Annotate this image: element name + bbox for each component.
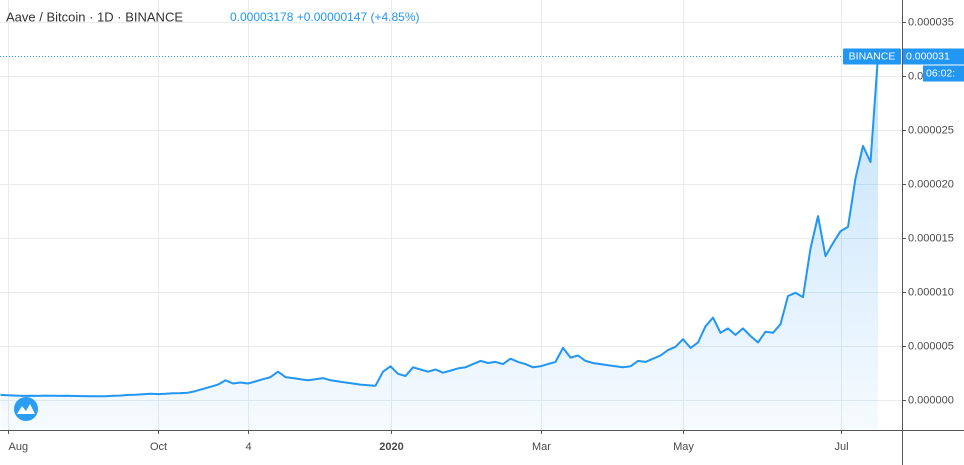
logo xyxy=(14,397,38,421)
price-line xyxy=(0,56,879,398)
x-tick-label: Mar xyxy=(532,441,551,453)
y-tick-label: 0.000010 xyxy=(908,286,954,298)
exchange-box xyxy=(843,48,901,65)
exchange-label: BINANCE xyxy=(849,50,896,62)
last-price-label: 0.000031 xyxy=(906,50,950,62)
x-tick-label: Jul xyxy=(834,441,848,453)
grid xyxy=(0,0,902,430)
x-tick-label: Oct xyxy=(150,441,167,453)
countdown-box xyxy=(923,65,964,82)
y-tick-label: 0.000035 xyxy=(908,16,954,28)
x-tick-label: May xyxy=(673,441,694,453)
y-tick-label: 0.000005 xyxy=(908,340,954,352)
y-tick-label: 0.000015 xyxy=(908,232,954,244)
x-tick-label: 4 xyxy=(245,441,251,453)
y-tick-label: 0.000020 xyxy=(908,178,954,190)
chart-title: Aave / Bitcoin · 1D · BINANCE xyxy=(6,9,183,24)
price-box xyxy=(903,48,964,65)
countdown: 06:02: xyxy=(926,67,955,79)
axis-labels: 0.000000 0.000005 0.000010 0.000015 0.000020… xyxy=(8,16,954,453)
y-tick-label: 0.000000 xyxy=(908,394,954,406)
y-tick-label: 0.000025 xyxy=(908,124,954,136)
area-fill xyxy=(0,56,878,431)
x-tick-label: Aug xyxy=(9,441,29,453)
plot xyxy=(0,56,902,431)
header-price: 0.00003178 +0.00000147 (+4.85%) xyxy=(230,10,420,24)
price-labels: BINANCE 0.000031 06:02: xyxy=(843,48,964,82)
x-tick-label: 2020 xyxy=(379,441,403,453)
